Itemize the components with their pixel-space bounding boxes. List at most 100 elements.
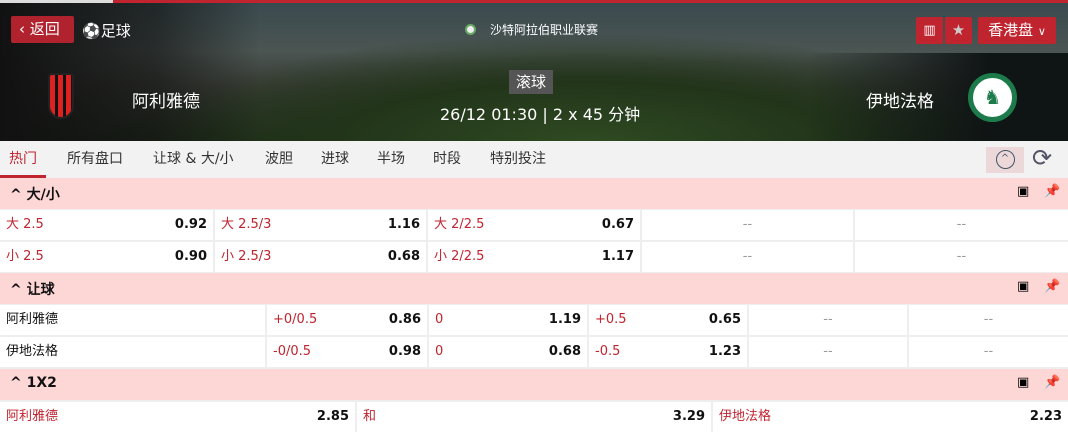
odds-price: 1.19 bbox=[548, 312, 581, 327]
odds-cell[interactable]: +0/0.5 0.86 bbox=[267, 305, 427, 335]
odds-line: 小 2.5 bbox=[6, 249, 44, 264]
odds-cell: -- bbox=[909, 305, 1068, 335]
odds-line: 大 2.5 bbox=[6, 217, 44, 232]
odds-price: 1.17 bbox=[601, 249, 634, 264]
sport-label[interactable]: ⚽足球 bbox=[82, 22, 131, 40]
odds-price: 0.92 bbox=[174, 217, 207, 232]
odds-price: 0.68 bbox=[548, 344, 581, 359]
market-row: 大 2.5 0.92 大 2.5/3 1.16 大 2/2.5 0.67 -- -- bbox=[0, 210, 1068, 240]
odds-cell[interactable]: +0.5 0.65 bbox=[589, 305, 747, 335]
cashout-icon[interactable]: ▣ bbox=[1017, 279, 1030, 294]
odds-format-select[interactable]: 香港盘 ∨ bbox=[978, 17, 1056, 44]
section-title: ^ 1X2 bbox=[10, 375, 57, 391]
odds-cell: -- bbox=[642, 242, 853, 272]
odds-price: 0.86 bbox=[388, 312, 421, 327]
odds-price: 1.23 bbox=[708, 344, 741, 359]
tab-period[interactable]: 时段 bbox=[433, 151, 461, 167]
tab-half[interactable]: 半场 bbox=[377, 151, 405, 167]
over-under-section-header[interactable]: ^ 大/小 ▣ 📌 bbox=[0, 178, 1068, 209]
empty-odds: -- bbox=[823, 344, 833, 359]
team-name-cell: 伊地法格 bbox=[0, 337, 265, 367]
star-icon: ★ bbox=[951, 21, 966, 39]
chevron-up-icon: ^ bbox=[10, 187, 27, 203]
odds-cell[interactable]: 和 3.29 bbox=[357, 402, 711, 432]
home-team-name: 阿利雅德 bbox=[132, 92, 200, 112]
tab-correct-score[interactable]: 波胆 bbox=[265, 151, 293, 167]
odds-line: 大 2/2.5 bbox=[434, 217, 485, 232]
odds-cell[interactable]: 小 2.5 0.90 bbox=[0, 242, 213, 272]
odds-line: 和 bbox=[363, 409, 377, 424]
market-row: 阿利雅德 2.85 和 3.29 伊地法格 2.23 bbox=[0, 402, 1068, 432]
odds-line: 大 2.5/3 bbox=[221, 217, 272, 232]
empty-odds: -- bbox=[956, 217, 967, 232]
pin-icon[interactable]: 📌 bbox=[1044, 279, 1061, 294]
chevron-up-icon: ^ bbox=[10, 375, 27, 391]
odds-line: 0 bbox=[435, 312, 444, 327]
away-team-logo: ♞ bbox=[968, 73, 1017, 122]
tab-all-markets[interactable]: 所有盘口 bbox=[67, 151, 123, 167]
odds-cell[interactable]: 小 2/2.5 1.17 bbox=[428, 242, 640, 272]
odds-line: 小 2.5/3 bbox=[221, 249, 272, 264]
market-tabs: 热门 所有盘口 让球 & 大/小 波胆 进球 半场 时段 特别投注 ^ ⟳ bbox=[0, 141, 1068, 178]
odds-price: 3.29 bbox=[672, 409, 705, 424]
pin-icon[interactable]: 📌 bbox=[1044, 184, 1061, 199]
chevron-up-circle-icon: ^ bbox=[995, 150, 1015, 169]
odds-price: 0.68 bbox=[387, 249, 420, 264]
favorite-button[interactable]: ★ bbox=[945, 17, 972, 44]
handicap-section-header[interactable]: ^ 让球 ▣ 📌 bbox=[0, 273, 1068, 304]
section-title: ^ 让球 bbox=[10, 282, 55, 298]
top-progress-bar bbox=[0, 0, 1068, 3]
odds-cell: -- bbox=[642, 210, 853, 240]
odds-price: 0.90 bbox=[174, 249, 207, 264]
field-view-button[interactable]: ▥ bbox=[916, 17, 943, 44]
tab-goals[interactable]: 进球 bbox=[321, 151, 349, 167]
odds-line: +0.5 bbox=[595, 312, 627, 327]
odds-line: 阿利雅德 bbox=[6, 409, 59, 424]
odds-cell[interactable]: 0 0.68 bbox=[429, 337, 587, 367]
odds-cell[interactable]: -0.5 1.23 bbox=[589, 337, 747, 367]
cashout-icon[interactable]: ▣ bbox=[1017, 184, 1030, 199]
empty-odds: -- bbox=[742, 217, 753, 232]
odds-cell: -- bbox=[855, 210, 1068, 240]
match-header: ‹ 返回 ⚽足球 沙特阿拉伯职业联赛 ▥ ★ 香港盘 ∨ 阿利雅德 滚球 26/… bbox=[0, 3, 1068, 141]
market-row: 小 2.5 0.90 小 2.5/3 0.68 小 2/2.5 1.17 -- -- bbox=[0, 242, 1068, 272]
odds-cell[interactable]: 小 2.5/3 0.68 bbox=[215, 242, 426, 272]
odds-cell[interactable]: 大 2/2.5 0.67 bbox=[428, 210, 640, 240]
odds-cell[interactable]: 0 1.19 bbox=[429, 305, 587, 335]
odds-cell[interactable]: -0/0.5 0.98 bbox=[267, 337, 427, 367]
refresh-icon: ⟳ bbox=[1032, 144, 1053, 172]
collapse-all-button[interactable]: ^ bbox=[986, 147, 1024, 173]
odds-price: 1.16 bbox=[387, 217, 420, 232]
empty-odds: -- bbox=[956, 249, 967, 264]
empty-odds: -- bbox=[983, 312, 994, 327]
odds-cell[interactable]: 大 2.5 0.92 bbox=[0, 210, 213, 240]
market-row: 阿利雅德 +0/0.5 0.86 0 1.19 +0.5 0.65 -- -- bbox=[0, 305, 1068, 335]
pitch-icon: ▥ bbox=[923, 23, 936, 38]
1x2-section-header[interactable]: ^ 1X2 ▣ 📌 bbox=[0, 369, 1068, 400]
odds-cell[interactable]: 大 2.5/3 1.16 bbox=[215, 210, 426, 240]
chevron-left-icon: ‹ bbox=[19, 20, 25, 38]
cashout-icon[interactable]: ▣ bbox=[1017, 375, 1030, 390]
odds-line: +0/0.5 bbox=[273, 312, 318, 327]
league-flag-icon bbox=[465, 24, 476, 35]
tab-handicap-ou[interactable]: 让球 & 大/小 bbox=[153, 151, 234, 167]
odds-line: -0.5 bbox=[595, 344, 621, 359]
tab-specials[interactable]: 特别投注 bbox=[490, 151, 546, 167]
market-row: 伊地法格 -0/0.5 0.98 0 0.68 -0.5 1.23 -- -- bbox=[0, 337, 1068, 367]
tab-hot[interactable]: 热门 bbox=[0, 141, 46, 178]
league-name: 沙特阿拉伯职业联赛 bbox=[465, 21, 598, 38]
empty-odds: -- bbox=[983, 344, 994, 359]
odds-price: 2.23 bbox=[1029, 409, 1062, 424]
refresh-button[interactable]: ⟳ bbox=[1032, 144, 1052, 172]
odds-cell: -- bbox=[749, 305, 907, 335]
odds-cell: -- bbox=[855, 242, 1068, 272]
odds-line: 伊地法格 bbox=[719, 409, 772, 424]
pin-icon[interactable]: 📌 bbox=[1044, 375, 1061, 390]
odds-cell[interactable]: 伊地法格 2.23 bbox=[713, 402, 1068, 432]
odds-cell[interactable]: 阿利雅德 2.85 bbox=[0, 402, 355, 432]
back-button[interactable]: ‹ 返回 bbox=[11, 16, 74, 43]
team-name-cell: 阿利雅德 bbox=[0, 305, 265, 335]
odds-price: 0.98 bbox=[388, 344, 421, 359]
chevron-down-icon: ∨ bbox=[1037, 25, 1046, 38]
away-team-name: 伊地法格 bbox=[866, 92, 934, 112]
